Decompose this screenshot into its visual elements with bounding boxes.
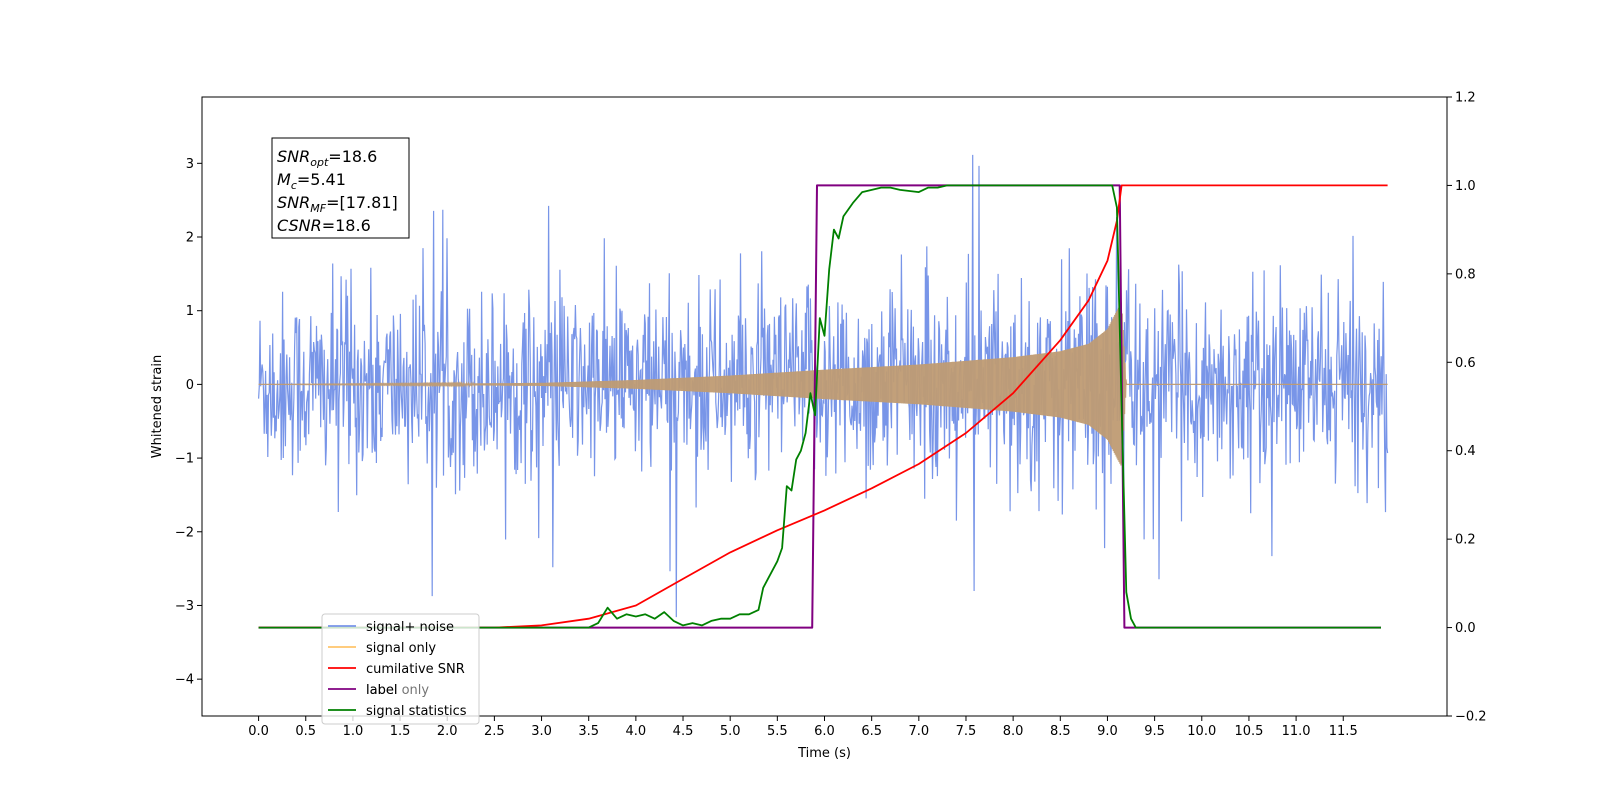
legend-entry-label: signal only xyxy=(366,641,436,656)
annotation-line: SNRopt=18.6 xyxy=(277,147,377,169)
x-tick-label: 8.5 xyxy=(1050,724,1071,739)
annotation-frame xyxy=(271,137,410,239)
series-cumulative-snr-line xyxy=(258,184,1388,629)
y-left-tick-label: 0 xyxy=(186,378,194,393)
y-left-tick-label: −3 xyxy=(175,599,194,614)
x-tick-label: 11.0 xyxy=(1282,724,1311,739)
x-tick-label: 10.0 xyxy=(1187,724,1216,739)
x-tick-label: 9.5 xyxy=(1144,724,1165,739)
legend: signal+ noise signal only cumilative SNR la… xyxy=(321,613,480,725)
legend-entry-label: signal+ noise xyxy=(366,620,454,635)
annotation-line: Mc=5.41 xyxy=(277,170,346,192)
series-signal-noise-line xyxy=(258,154,1389,618)
y-right-tick-label: 1.0 xyxy=(1455,179,1476,194)
y-right-tick-label: 0.8 xyxy=(1455,267,1476,282)
x-tick-label: 6.0 xyxy=(814,724,835,739)
series-layer xyxy=(258,154,1389,629)
legend-entry-label: signal statistics xyxy=(366,704,467,719)
y-right-tick-label: 0.6 xyxy=(1455,356,1476,371)
axes-layer: 0.0 0.5 1.0 1.5 2.0 2.5 3.0 3.5 4.0 4.5 5.0 5.5 6.0 6… xyxy=(175,91,1487,740)
x-tick-label: 0.5 xyxy=(295,724,316,739)
y-left-tick-label: 2 xyxy=(186,231,194,246)
y-right-tick-label: 0.0 xyxy=(1455,621,1476,636)
y-right-tick-label: −0.2 xyxy=(1455,710,1487,725)
x-tick-label: 10.5 xyxy=(1234,724,1263,739)
y-left-tick-label: −1 xyxy=(175,452,194,467)
y-right-tick-label: 0.2 xyxy=(1455,533,1476,548)
annotation-line: SNRMF=[17.81] xyxy=(277,193,398,215)
legend-frame xyxy=(321,613,480,725)
x-tick-label: 3.0 xyxy=(531,724,552,739)
x-tick-label: 1.0 xyxy=(343,724,364,739)
x-tick-label: 9.0 xyxy=(1097,724,1118,739)
series-signal-only-line xyxy=(258,302,1388,466)
x-tick-label: 1.5 xyxy=(390,724,411,739)
x-tick-label: 8.0 xyxy=(1003,724,1024,739)
y-left-tick-label: −4 xyxy=(175,673,194,688)
legend-entry-label: cumilative SNR xyxy=(366,662,465,677)
x-tick-label: 7.5 xyxy=(956,724,977,739)
x-axis-label: Time (s) xyxy=(797,746,851,761)
x-tick-label: 5.0 xyxy=(720,724,741,739)
legend-entry-label: label xyxy=(366,683,397,698)
x-tick-label: 4.5 xyxy=(673,724,694,739)
x-tick-label: 3.5 xyxy=(578,724,599,739)
plot-area xyxy=(258,154,1389,629)
x-tick-label: 2.5 xyxy=(484,724,505,739)
x-tick-label: 4.0 xyxy=(626,724,647,739)
x-tick-label: 0.0 xyxy=(248,724,269,739)
annotation-line: CSNR=18.6 xyxy=(277,216,371,235)
x-tick-label: 7.0 xyxy=(908,724,929,739)
y-right-tick-label: 1.2 xyxy=(1455,91,1476,106)
x-tick-label: 11.5 xyxy=(1329,724,1358,739)
y-left-tick-label: −2 xyxy=(175,525,194,540)
x-tick-label: 2.0 xyxy=(437,724,458,739)
y-axis-label: Whitened strain xyxy=(150,355,165,458)
x-tick-label: 6.5 xyxy=(861,724,882,739)
y-left-tick-label: 3 xyxy=(186,157,194,172)
y-left-tick-label: 1 xyxy=(186,304,194,319)
legend-label-only-ghost: label only xyxy=(366,683,429,698)
y-right-tick-label: 0.4 xyxy=(1455,444,1476,459)
x-tick-label: 5.5 xyxy=(767,724,788,739)
series-signal-statistics-line xyxy=(258,184,1381,629)
